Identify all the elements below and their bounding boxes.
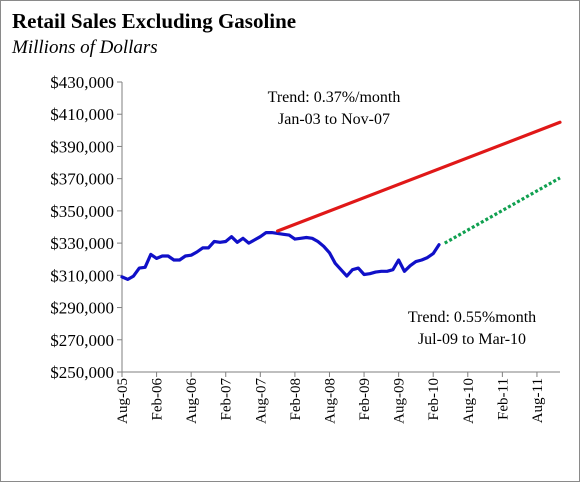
green-trend-range: Jul-09 to Mar-10 [418,331,526,348]
x-tick-label: Feb-08 [288,378,304,421]
chart-axes [121,82,560,373]
chart-annotations: Trend: 0.37%/month Jan-03 to Nov-07 Tren… [268,89,537,348]
y-tick-label: $290,000 [50,299,114,318]
x-tick-label: Aug-08 [322,378,338,424]
y-tick-label: $270,000 [50,331,114,350]
green-trend-annotation: Trend: 0.55%month [408,309,536,326]
red-trend-line [276,120,562,233]
y-axis-ticks: $430,000 $410,000 $390,000 $370,000 $350,000… [50,73,122,382]
red-trend-range: Jan-03 to Nov-07 [278,111,390,128]
x-tick-label: Aug-09 [392,378,408,424]
y-tick-label: $330,000 [50,234,114,253]
green-trend-line [443,176,561,245]
x-tick-label: Aug-06 [184,378,200,424]
chart-title: Retail Sales Excluding Gasoline [12,9,297,33]
x-tick-label: Feb-09 [357,378,373,421]
y-tick-label: $410,000 [50,105,114,124]
x-tick-label: Feb-10 [426,378,442,421]
chart-subtitle: Millions of Dollars [12,37,158,58]
x-tick-label: Aug-11 [530,378,546,423]
y-tick-label: $350,000 [50,202,114,221]
y-tick-label: $430,000 [50,73,114,92]
y-tick-label: $390,000 [50,137,114,156]
x-tick-label: Feb-07 [219,378,235,421]
retail-sales-line [120,231,441,281]
x-tick-label: Aug-05 [115,378,131,424]
red-trend-annotation: Trend: 0.37%/month [268,89,401,106]
chart-series [120,120,562,281]
y-tick-label: $250,000 [50,363,114,382]
x-tick-label: Aug-10 [461,378,477,424]
y-tick-label: $310,000 [50,266,114,285]
x-tick-label: Feb-11 [495,378,511,420]
x-tick-label: Feb-06 [150,378,166,421]
x-axis-ticks: Aug-05 Feb-06 Aug-06 Feb-07 Aug-07 Feb-08 Aug-… [115,372,546,424]
x-tick-label: Aug-07 [253,378,269,424]
y-tick-label: $370,000 [50,170,114,189]
